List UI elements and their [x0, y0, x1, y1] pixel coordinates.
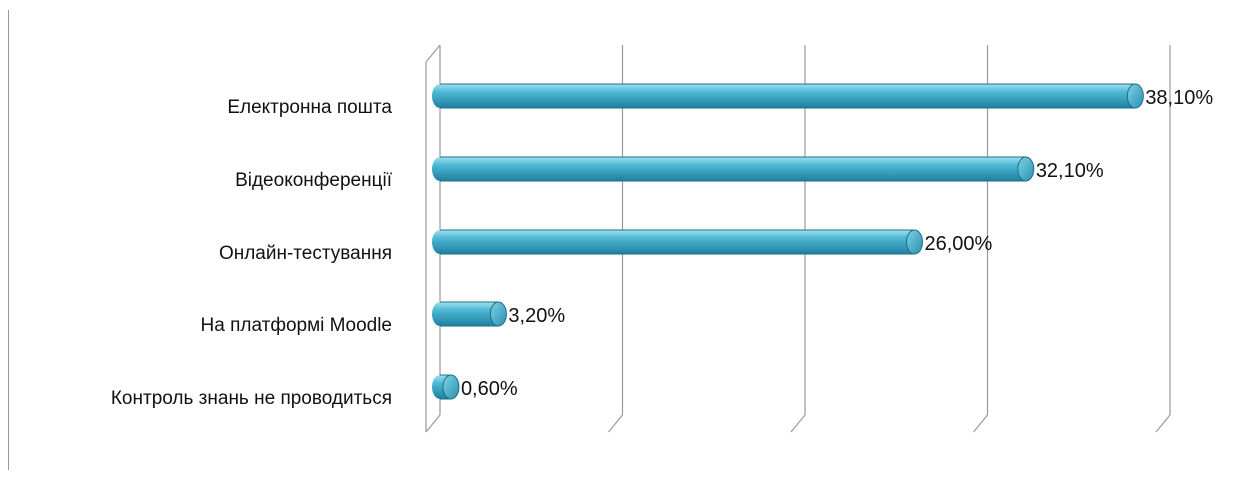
bar-start-cap — [432, 302, 448, 326]
bar-body — [440, 302, 499, 326]
bar-body — [440, 157, 1026, 181]
axis-top-edge — [425, 44, 441, 63]
bar-outline — [440, 229, 915, 255]
value-label-4: 3,20% — [508, 305, 565, 327]
value-label-5: 0,60% — [461, 378, 518, 400]
labels: 38,10% Електронна пошта 32,10% Відеоконфере… — [111, 87, 1214, 409]
value-label-2: 32,10% — [1036, 160, 1104, 182]
value-label-1: 38,10% — [1145, 87, 1213, 109]
bar-3 — [432, 229, 923, 255]
bar-outline — [440, 156, 1026, 182]
bar-end-cap — [1126, 83, 1144, 109]
bar-start-cap — [432, 157, 448, 181]
bar-end-cap — [906, 229, 923, 255]
bar-outline — [440, 374, 451, 400]
bar-1 — [432, 83, 1144, 109]
category-label-5: Контроль знань не проводиться — [111, 388, 392, 409]
grid-floor-tick-3 — [973, 414, 988, 433]
bar-end-cap — [1017, 156, 1035, 182]
grid-floor-tick-2 — [790, 414, 806, 433]
bar-body — [440, 230, 915, 254]
bar-5 — [432, 374, 460, 400]
category-label-1: Електронна пошта — [227, 97, 392, 118]
bar-body — [440, 84, 1136, 108]
grid-floor-tick-4 — [1155, 414, 1171, 433]
bar-start-cap — [432, 230, 448, 254]
bar-outline — [440, 83, 1136, 109]
grid-floor-tick-0 — [425, 414, 441, 433]
bar-end-cap — [489, 301, 507, 327]
bar-start-cap — [432, 84, 448, 108]
bar-4 — [432, 301, 507, 327]
chart-left-border — [8, 10, 9, 470]
bar-outline — [440, 301, 499, 327]
category-label-4: На платформі Moodle — [201, 315, 392, 336]
bar-2 — [432, 156, 1035, 182]
category-label-3: Онлайн-тестування — [219, 243, 392, 264]
bars — [432, 83, 1144, 400]
grid-floor-tick-1 — [608, 414, 623, 433]
bar-end-cap — [442, 374, 460, 400]
category-label-2: Відеоконференції — [235, 170, 393, 191]
value-label-3: 26,00% — [925, 233, 993, 255]
